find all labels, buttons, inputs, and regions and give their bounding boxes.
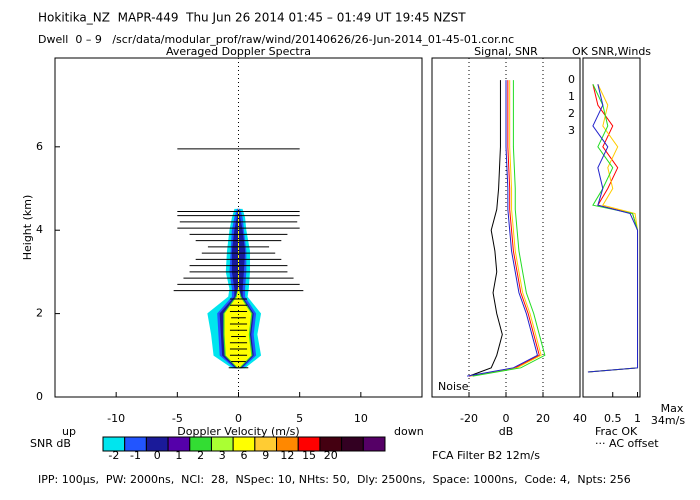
profile-line [470,80,542,377]
colorbar-tick-label: 0 [154,449,161,462]
colorbar-tick-label: -1 [130,449,141,462]
x-axis-label: Doppler Velocity (m/s) [177,425,299,438]
x-tick-label: 0 [235,412,242,425]
panel-frame [54,57,423,398]
colorbar-tick-label: 9 [262,449,269,462]
max-label: Max [661,402,684,415]
x-tick-label: -20 [460,412,478,425]
up-label: up [62,425,76,438]
header-line1: Hokitika_NZ MAPR-449 Thu Jun 26 2014 01:… [38,11,466,25]
x-tick-label: 40 [573,412,587,425]
y-tick-label: 0 [36,390,43,403]
y-tick-label: 6 [36,140,43,153]
panel-frame [431,57,581,398]
panel-frame [582,57,641,398]
x-tick-label: -5 [172,412,183,425]
header-line2: Dwell 0 – 9 /scr/data/modular_prof/raw/w… [38,33,514,46]
x-tick-label: -10 [107,412,125,425]
y-tick-label: 4 [36,223,43,236]
legend-entry: 3 [568,124,575,137]
x-tick-label: 10 [354,412,368,425]
x-axis-label: dB [499,425,514,438]
colorbar-tick-label: 15 [302,449,316,462]
noise-label: Noise [438,380,469,393]
colorbar-tick-label: 1 [175,449,182,462]
y-axis-label: Height (km) [21,195,34,261]
max-value: 34m/s [651,414,685,427]
filter: FCA Filter B2 12m/s [432,449,540,462]
colorbar-tick-label: 6 [241,449,248,462]
profile-line [587,84,639,373]
colorbar-tick-label: 12 [280,449,294,462]
x-tick-label: 0 [503,412,510,425]
panel-title: OK SNR,Winds [572,45,651,58]
colorbar-swatch [341,436,364,452]
footer: IPP: 100µs, PW: 2000ns, NCI: 28, NSpec: … [38,473,631,486]
down-label: down [394,425,424,438]
colorbar-tick-label: 2 [197,449,204,462]
x-tick-label: 20 [536,412,550,425]
legend-entry: 0 [568,73,575,86]
legend-entry: 1 [568,90,575,103]
profile-line [472,80,546,377]
profile-line [587,84,639,373]
colorbar-swatch [362,436,386,452]
profile-line [467,80,539,377]
panel-title: Signal, SNR [474,45,538,58]
contour-band [224,209,252,369]
panel-title: Averaged Doppler Spectra [166,45,311,58]
colorbar-tick-label: 20 [324,449,338,462]
colorbar-tick-label: 3 [219,449,226,462]
profile-line [587,84,639,373]
x-tick-label: 5 [296,412,303,425]
y-tick-label: 2 [36,307,43,320]
legend-entry: 2 [568,107,575,120]
colorbar-label: SNR dB [30,437,71,450]
profile-line [468,80,540,377]
x-tick-label: 0.5 [604,412,622,425]
x-axis-label: Frac OK [595,425,638,438]
colorbar-tick-label: -2 [108,449,119,462]
reference-line [468,80,503,377]
profile-line [587,84,639,373]
note: ··· AC offset [595,437,659,450]
x-tick-label: 1 [634,412,641,425]
